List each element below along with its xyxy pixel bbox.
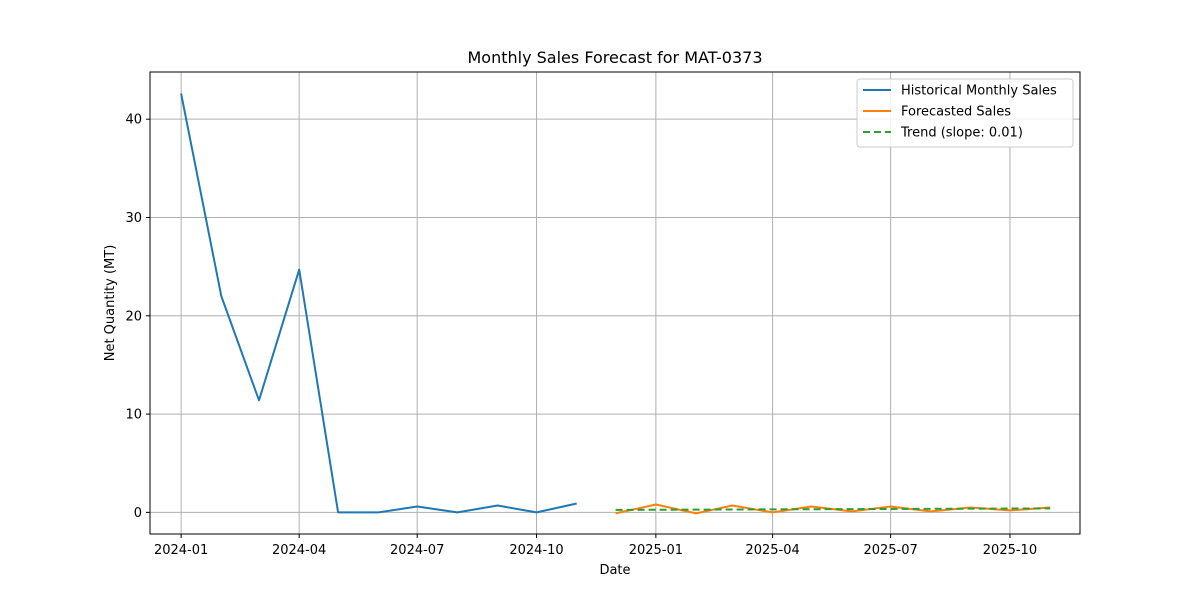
y-tick-label: 20 <box>125 309 142 324</box>
x-tick-label: 2024-10 <box>509 543 563 558</box>
legend-label-1: Forecasted Sales <box>901 105 1011 120</box>
legend-label-0: Historical Monthly Sales <box>901 84 1057 99</box>
x-tick-label: 2024-01 <box>154 543 208 558</box>
y-tick-label: 40 <box>125 113 142 128</box>
plot-series <box>180 93 1051 515</box>
x-tick-label: 2024-04 <box>272 543 326 558</box>
legend-label-2: Trend (slope: 0.01) <box>900 126 1023 141</box>
grid-lines <box>150 72 1080 534</box>
series-line-0 <box>180 93 577 514</box>
y-tick-label: 0 <box>134 506 142 521</box>
x-axis-title: Date <box>599 563 630 578</box>
axis-ticks: 2024-01 2024-04 2024-07 2024-10 2025-01 2025-… <box>125 113 1037 558</box>
legend-box <box>856 78 1074 148</box>
x-tick-label: 2025-07 <box>863 543 917 558</box>
series-line-2 <box>615 507 1051 511</box>
y-axis-title: Net Quantity (MT) <box>103 245 118 362</box>
y-tick-label: 30 <box>125 211 142 226</box>
chart-title: Monthly Sales Forecast for MAT-0373 <box>468 48 763 67</box>
series-line-1 <box>615 503 1051 515</box>
plot-area-frame <box>149 71 1081 535</box>
x-tick-label: 2025-04 <box>745 543 799 558</box>
y-tick-label: 10 <box>125 408 142 423</box>
x-tick-label: 2024-07 <box>390 543 444 558</box>
legend: Historical Monthly Sales Forecasted Sales… <box>856 78 1074 148</box>
x-tick-label: 2025-10 <box>983 543 1037 558</box>
x-tick-label: 2025-01 <box>629 543 683 558</box>
